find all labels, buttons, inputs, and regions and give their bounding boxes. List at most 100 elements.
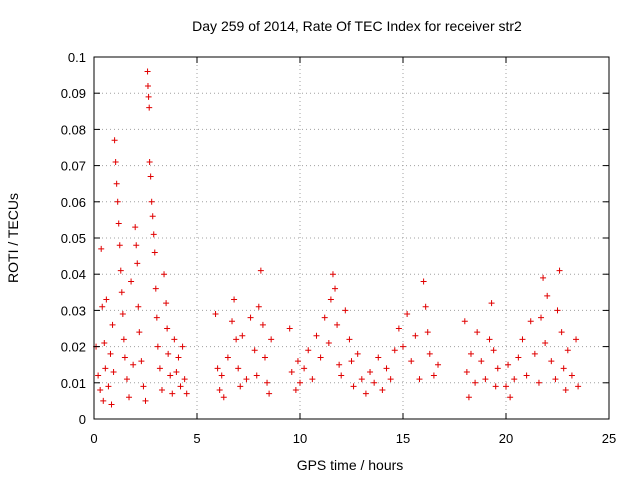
data-point <box>412 332 419 339</box>
x-tick-label: 10 <box>293 431 307 446</box>
data-point <box>181 376 188 383</box>
data-point <box>152 285 159 292</box>
x-tick-label: 5 <box>193 431 200 446</box>
data-point <box>400 343 406 350</box>
data-point <box>523 372 530 379</box>
data-point <box>461 318 468 325</box>
data-point <box>301 365 308 372</box>
data-point <box>133 242 140 249</box>
data-point <box>505 361 512 368</box>
data-point <box>214 365 221 372</box>
data-point <box>144 82 151 89</box>
data-point <box>424 329 431 336</box>
data-point <box>130 361 137 368</box>
data-point <box>107 350 114 357</box>
data-point <box>367 368 374 375</box>
data-point <box>115 220 122 227</box>
data-point <box>239 332 246 339</box>
data-point <box>175 354 182 361</box>
data-point <box>336 361 343 368</box>
data-point <box>327 296 334 303</box>
data-point <box>266 390 273 397</box>
data-point <box>313 332 320 339</box>
y-tick-label: 0.02 <box>61 340 86 355</box>
data-point <box>261 354 268 361</box>
data-point <box>325 339 332 346</box>
data-point <box>338 372 345 379</box>
data-point <box>158 387 165 394</box>
chart-title: Day 259 of 2014, Rate Of TEC Index for r… <box>192 18 522 34</box>
data-point <box>420 278 427 285</box>
data-point <box>117 267 124 274</box>
data-point <box>140 383 147 390</box>
data-point <box>264 379 271 386</box>
data-points <box>93 68 582 408</box>
data-point <box>334 321 341 328</box>
data-point <box>235 365 242 372</box>
data-point <box>102 365 109 372</box>
data-point <box>575 383 582 390</box>
data-point <box>560 365 567 372</box>
data-point <box>354 350 361 357</box>
data-point <box>515 354 522 361</box>
data-point <box>243 376 250 383</box>
data-point <box>105 383 112 390</box>
data-point <box>329 271 336 278</box>
data-point <box>286 325 293 332</box>
data-point <box>540 274 547 281</box>
data-point <box>109 321 116 328</box>
data-point <box>120 336 127 343</box>
data-point <box>556 267 563 274</box>
data-point <box>558 329 565 336</box>
data-point <box>292 387 299 394</box>
data-point <box>309 376 316 383</box>
data-point <box>253 372 260 379</box>
data-point <box>126 394 133 401</box>
data-point <box>430 372 437 379</box>
data-point <box>179 343 186 350</box>
data-point <box>426 350 433 357</box>
data-point <box>259 321 266 328</box>
data-point <box>348 358 355 365</box>
data-point <box>544 292 551 299</box>
grid-lines <box>94 57 609 419</box>
data-point <box>128 278 135 285</box>
data-point <box>114 198 121 205</box>
y-axis-label: ROTI / TECUs <box>5 193 21 283</box>
data-point <box>568 372 575 379</box>
data-point <box>358 376 365 383</box>
data-point <box>123 376 130 383</box>
data-point <box>332 285 339 292</box>
data-point <box>99 303 106 310</box>
data-point <box>321 314 328 321</box>
data-point <box>288 368 295 375</box>
data-point <box>237 383 244 390</box>
data-point <box>212 311 219 318</box>
data-point <box>362 390 369 397</box>
data-point <box>492 383 499 390</box>
data-point <box>132 224 139 231</box>
data-point <box>435 361 442 368</box>
y-tick-label: 0.1 <box>68 50 86 65</box>
data-point <box>146 158 153 165</box>
data-point <box>486 336 493 343</box>
data-point <box>121 354 128 361</box>
data-point <box>350 383 357 390</box>
data-point <box>138 358 145 365</box>
axis-ticks: 0 0.01 0.02 0.03 0.04 0.05 0.06 0.07 0.08 0.09 0.1… <box>61 50 617 446</box>
data-point <box>297 379 303 386</box>
data-point <box>482 376 489 383</box>
data-point <box>564 347 571 354</box>
data-point <box>387 376 394 383</box>
data-point <box>257 267 264 274</box>
data-point <box>416 376 423 383</box>
data-point <box>472 379 479 386</box>
data-point <box>136 329 143 336</box>
data-point <box>149 213 156 220</box>
data-point <box>404 311 411 318</box>
data-point <box>164 325 171 332</box>
data-point <box>103 296 110 303</box>
data-point <box>342 307 349 314</box>
data-point <box>375 354 382 361</box>
